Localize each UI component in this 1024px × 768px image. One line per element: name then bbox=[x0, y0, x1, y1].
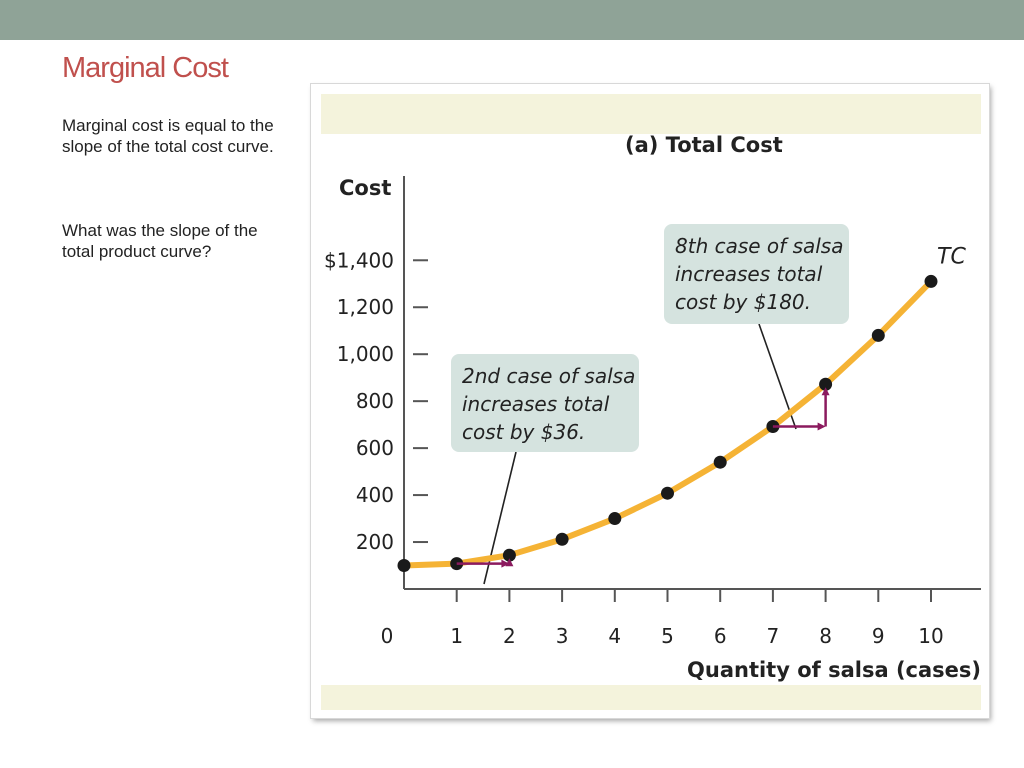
x-tick-label: 5 bbox=[661, 624, 674, 648]
data-point bbox=[713, 455, 727, 469]
x-axis-label: Quantity of salsa (cases) bbox=[687, 658, 981, 682]
data-point bbox=[924, 274, 938, 288]
series-group: TC bbox=[397, 244, 966, 573]
data-point bbox=[608, 512, 622, 526]
panel-bottom-band bbox=[321, 685, 981, 710]
callout-group: 2nd case of salsa increases total cost by … bbox=[451, 224, 849, 585]
y-axis-label: Cost bbox=[339, 176, 391, 200]
axes bbox=[403, 176, 981, 590]
y-tick-label: 1,200 bbox=[337, 295, 394, 319]
x-tick-label: 4 bbox=[608, 624, 621, 648]
body-paragraph-2: What was the slope of the total product … bbox=[62, 221, 258, 261]
data-point bbox=[397, 559, 411, 573]
callout-pointer bbox=[483, 451, 517, 585]
total-cost-chart: (a) Total Cost Cost Quantity of salsa (c… bbox=[321, 94, 981, 710]
callout-text: cost by $36. bbox=[462, 420, 585, 444]
x-tick-label: 0 bbox=[381, 624, 394, 648]
top-banner bbox=[0, 0, 1024, 40]
x-tick-label: 3 bbox=[556, 624, 569, 648]
data-point bbox=[502, 548, 516, 562]
tick-group: 0 1 2 3 4 5 6 7 8 9 10 200 400 600 800 1,000 1,200 $1,400 bbox=[324, 248, 944, 648]
callout-text: increases total bbox=[675, 262, 823, 286]
y-tick-label: 800 bbox=[356, 389, 394, 413]
figure-frame: (a) Total Cost Cost Quantity of salsa (c… bbox=[311, 84, 989, 718]
run-arrow-head bbox=[501, 559, 510, 568]
callout-text: cost by $180. bbox=[675, 290, 811, 314]
data-point bbox=[871, 328, 885, 342]
body-paragraph-1: Marginal cost is equal to the slope of t… bbox=[62, 116, 274, 156]
callout-text: 2nd case of salsa bbox=[462, 364, 635, 388]
rise-arrow-head bbox=[821, 387, 830, 396]
x-tick-label: 6 bbox=[714, 624, 727, 648]
series-label: TC bbox=[937, 244, 966, 269]
panel-top-band bbox=[321, 94, 981, 134]
x-tick-label: 10 bbox=[918, 624, 943, 648]
rise-arrow-head bbox=[505, 558, 514, 567]
chart-title: (a) Total Cost bbox=[625, 133, 783, 157]
callout-text: increases total bbox=[462, 392, 610, 416]
data-point bbox=[819, 377, 833, 391]
y-tick-label: 600 bbox=[356, 436, 394, 460]
x-tick-label: 7 bbox=[767, 624, 780, 648]
y-tick-label: 1,000 bbox=[337, 342, 394, 366]
run-arrow-head bbox=[817, 422, 826, 431]
y-tick-label: 400 bbox=[356, 483, 394, 507]
y-tick-label: $1,400 bbox=[324, 248, 394, 272]
callout-text: 8th case of salsa bbox=[675, 234, 843, 258]
callout-box bbox=[664, 224, 849, 324]
callout-box bbox=[451, 354, 639, 452]
marginal-arrow-group bbox=[456, 387, 830, 568]
data-point bbox=[661, 486, 674, 500]
data-point bbox=[555, 532, 569, 546]
x-tick-label: 1 bbox=[450, 624, 463, 648]
slide-title: Marginal Cost bbox=[62, 52, 229, 84]
x-tick-label: 9 bbox=[872, 624, 885, 648]
x-tick-label: 8 bbox=[819, 624, 832, 648]
y-tick-label: 200 bbox=[356, 530, 394, 554]
x-tick-label: 2 bbox=[503, 624, 516, 648]
